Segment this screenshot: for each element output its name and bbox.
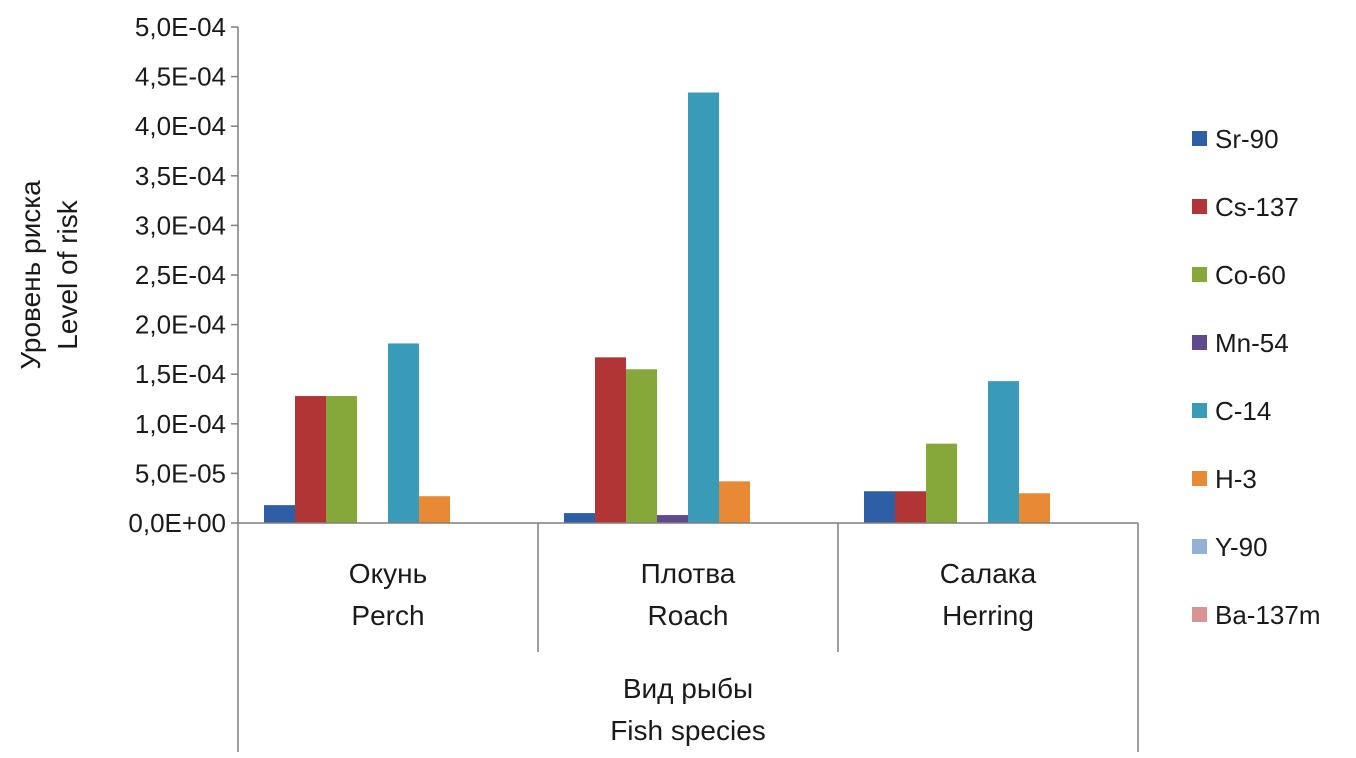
bar-co-60-2 — [626, 369, 657, 523]
y-tick-label: 3,0E-04 — [135, 210, 226, 240]
legend-label-ba-137m: Ba-137m — [1215, 600, 1321, 630]
y-tick-label: 4,5E-04 — [135, 62, 226, 92]
y-tick-label: 1,0E-04 — [135, 409, 226, 439]
legend-label-h-3: H-3 — [1215, 464, 1257, 494]
category-label: Салака — [940, 558, 1037, 589]
y-axis-title: Уровень риска Level of risk — [15, 180, 83, 370]
y-tick-label: 2,0E-04 — [135, 310, 226, 340]
bar-sr-90-1 — [264, 505, 295, 523]
legend-swatch-mn-54 — [1192, 335, 1207, 350]
bar-co-60-1 — [326, 396, 357, 523]
y-tick-label: 1,5E-04 — [135, 359, 226, 389]
bar-co-60-3 — [926, 443, 957, 523]
y-tick-label: 5,0E-05 — [135, 458, 226, 488]
bar-h-3-2 — [719, 481, 750, 523]
y-axis-title-line: Уровень риска — [15, 180, 46, 370]
category-label: Herring — [942, 600, 1034, 631]
x-axis-title-line: Fish species — [610, 715, 766, 746]
axes — [237, 27, 1139, 752]
x-axis-title: Вид рыбы Fish species — [610, 673, 766, 746]
legend-swatch-c-14 — [1192, 403, 1207, 418]
legend-label-mn-54: Mn-54 — [1215, 328, 1289, 358]
y-tick-label: 2,5E-04 — [135, 260, 226, 290]
y-axis-ticks: 0,0E+00 5,0E-05 1,0E-04 1,5E-04 2,0E-04 2,5E-… — [128, 12, 238, 538]
bar-c-14-3 — [988, 381, 1019, 523]
category-label: Roach — [648, 600, 729, 631]
bar-h-3-3 — [1019, 493, 1050, 523]
legend-label-c-14: C-14 — [1215, 396, 1271, 426]
category-labels: Окунь Perch Плотва Roach Салака Herring — [349, 558, 1037, 631]
category-label: Окунь — [349, 558, 427, 589]
bar-c-14-1 — [388, 343, 419, 523]
bar-mn-54-2 — [657, 515, 688, 523]
legend-label-co-60: Co-60 — [1215, 260, 1286, 290]
legend-label-sr-90: Sr-90 — [1215, 124, 1279, 154]
legend-swatch-cs-137 — [1192, 199, 1207, 214]
y-tick-label: 5,0E-04 — [135, 12, 226, 42]
bar-c-14-2 — [688, 92, 719, 524]
legend-label-y-90: Y-90 — [1215, 532, 1268, 562]
legend-label-cs-137: Cs-137 — [1215, 192, 1299, 222]
y-tick-label: 4,0E-04 — [135, 111, 226, 141]
y-tick-label: 3,5E-04 — [135, 161, 226, 191]
legend-swatch-ba-137m — [1192, 607, 1207, 622]
legend-swatch-sr-90 — [1192, 131, 1207, 146]
bar-cs-137-3 — [895, 491, 926, 523]
legend-swatch-y-90 — [1192, 539, 1207, 554]
legend-swatch-co-60 — [1192, 267, 1207, 282]
bars-group — [264, 92, 1050, 524]
y-tick-label: 0,0E+00 — [128, 508, 226, 538]
x-axis-title-line: Вид рыбы — [623, 673, 753, 704]
bar-sr-90-3 — [864, 491, 895, 523]
bar-cs-137-2 — [595, 357, 626, 523]
bar-h-3-1 — [419, 496, 450, 523]
y-axis-title-line: Level of risk — [52, 199, 83, 349]
category-label: Плотва — [641, 558, 736, 589]
bar-sr-90-2 — [564, 513, 595, 523]
legend-swatch-h-3 — [1192, 471, 1207, 486]
legend: Sr-90 Cs-137 Co-60 Mn-54 C-14 H-3 Y-90 Ba-137m — [1192, 124, 1321, 630]
bar-cs-137-1 — [295, 396, 326, 523]
category-label: Perch — [351, 600, 424, 631]
